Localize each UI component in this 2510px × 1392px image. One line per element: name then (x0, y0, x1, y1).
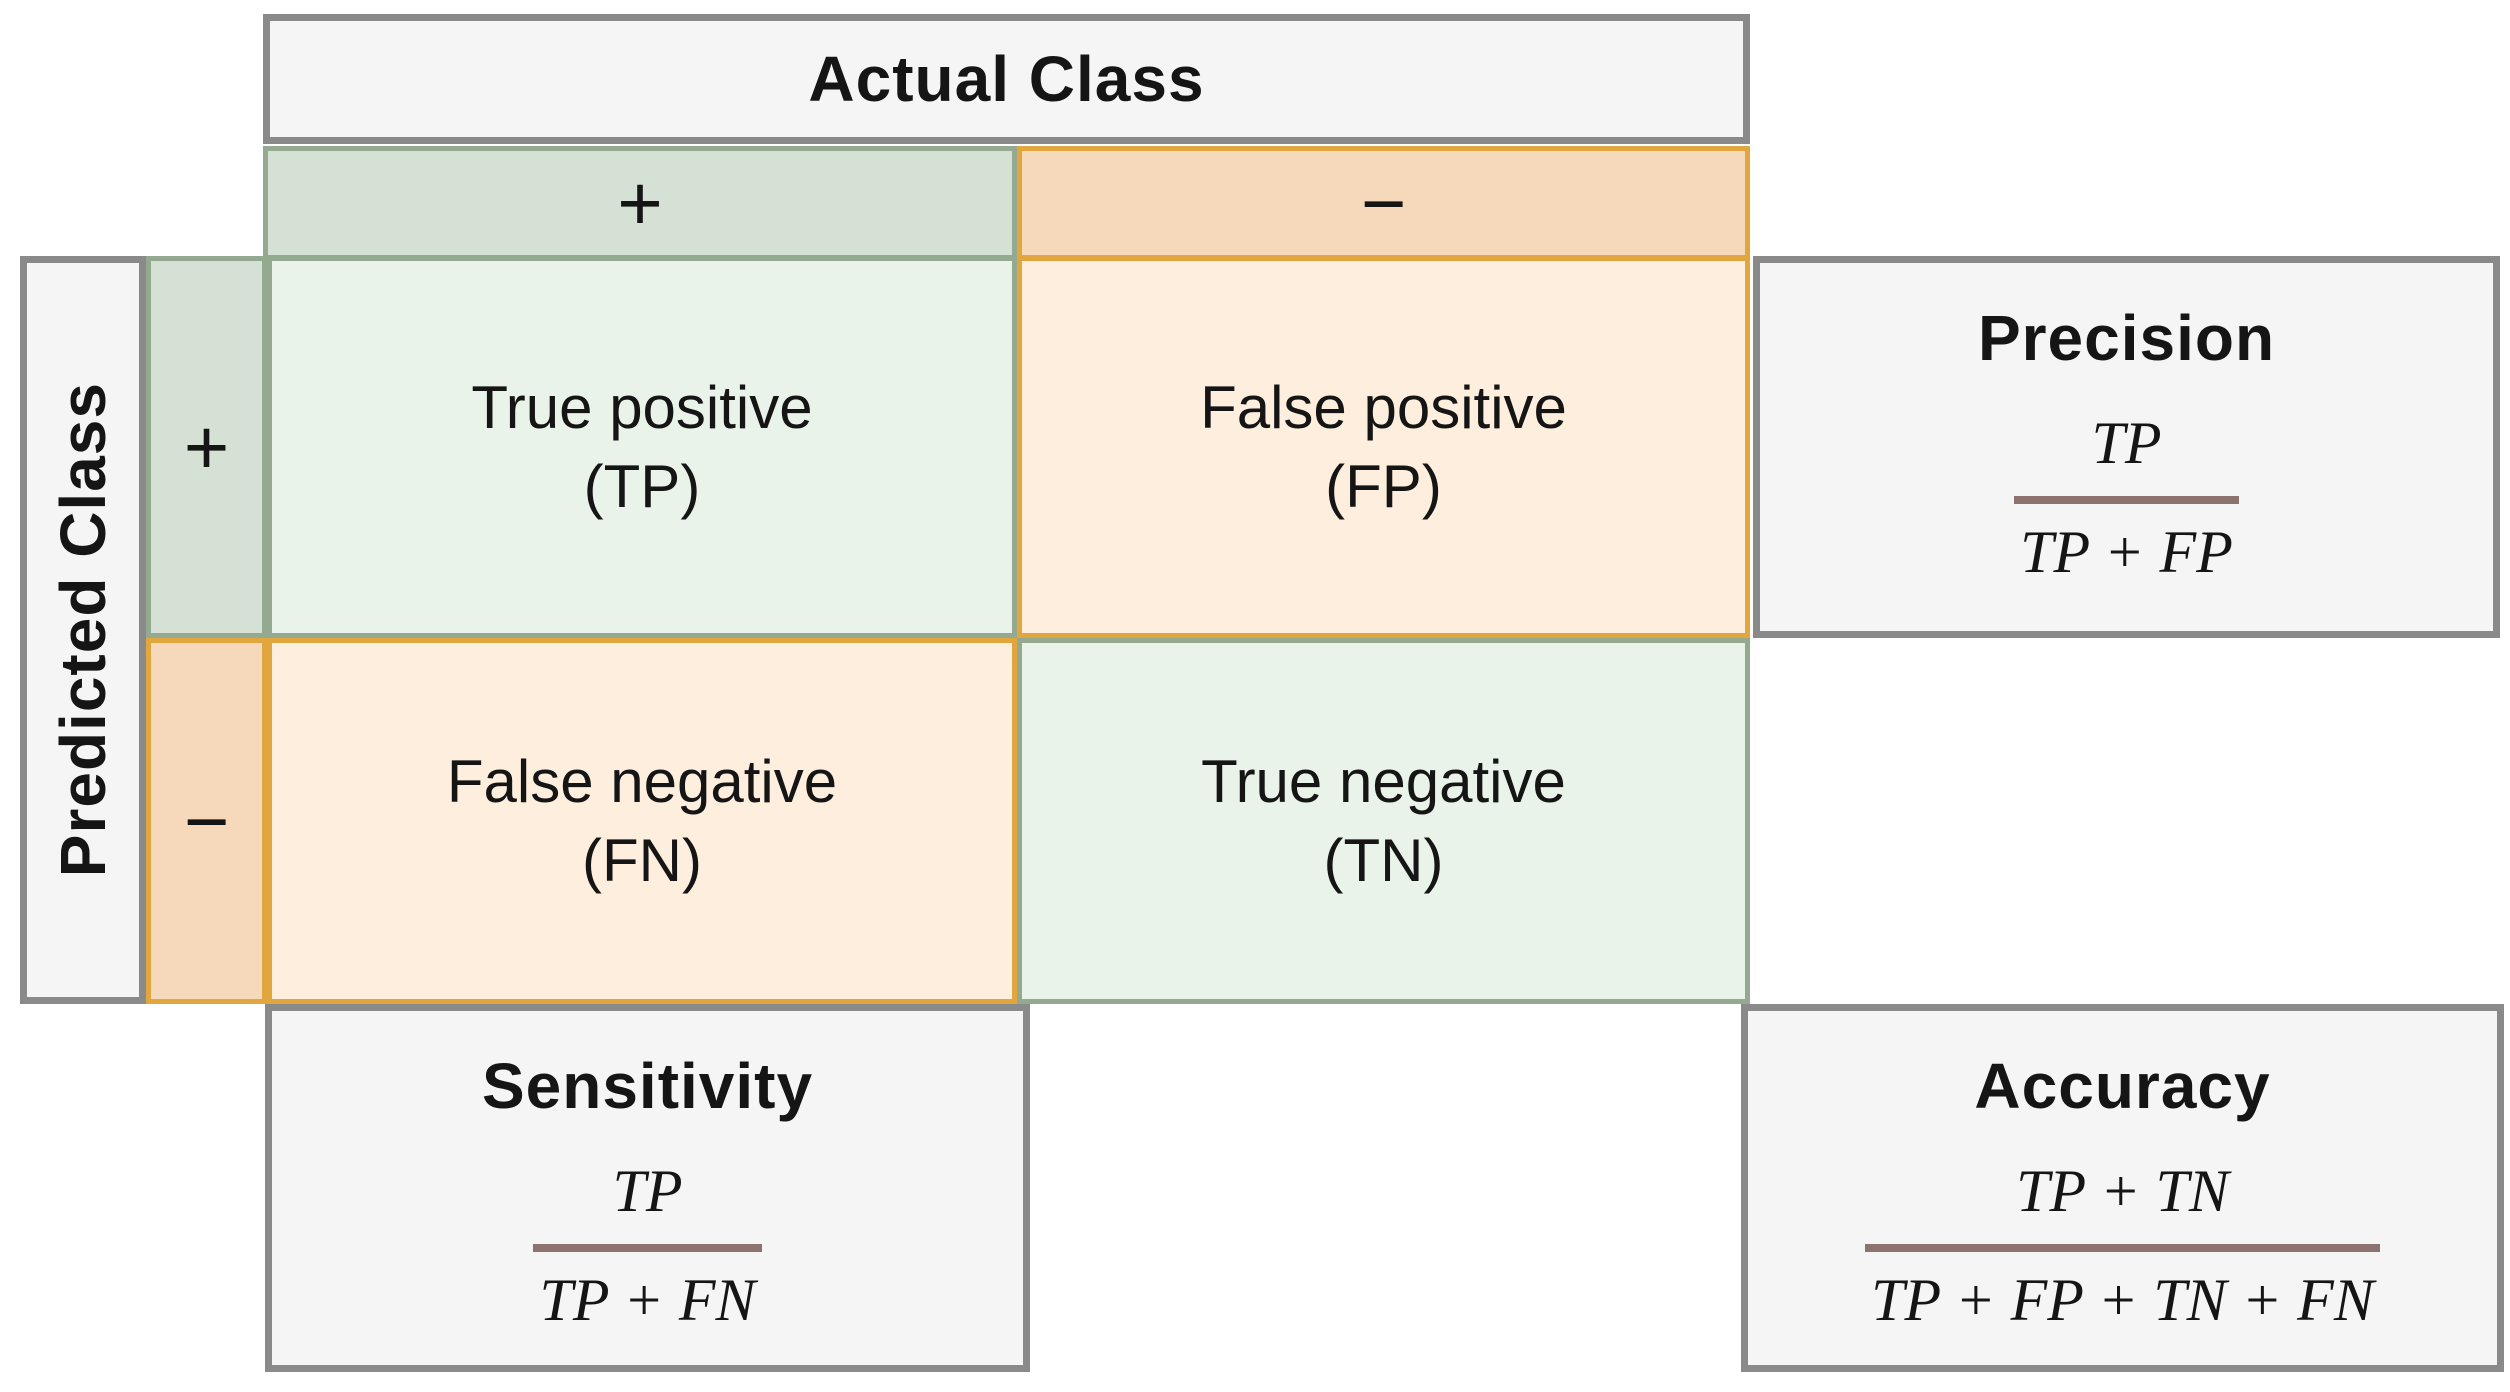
formula-denominator: TP + FN (539, 1267, 756, 1333)
formula-numerator: TP + TN (2016, 1158, 2229, 1224)
column-header-negative: − (1017, 146, 1750, 260)
fraction-bar (2014, 496, 2239, 504)
minus-sign: − (1360, 159, 1407, 247)
cell-label-line1: False negative (446, 747, 838, 815)
actual-class-header: Actual Class (263, 14, 1750, 144)
fraction-bar (1865, 1244, 2380, 1252)
actual-class-label: Actual Class (808, 43, 1205, 115)
plus-sign: + (183, 403, 230, 491)
row-header-positive: + (146, 256, 267, 638)
formula-numerator: TP (2091, 410, 2162, 476)
cell-true-negative-label: True negative (TN) (1201, 742, 1566, 900)
formula-numerator: TP (612, 1158, 683, 1224)
cell-label-line2: (TN) (1323, 827, 1444, 894)
predicted-class-header: Predicted Class (20, 256, 146, 1004)
sensitivity-box: Sensitivity TP TP + FN (265, 1004, 1030, 1372)
precision-title: Precision (1977, 302, 2276, 374)
sensitivity-title: Sensitivity (481, 1050, 814, 1122)
predicted-class-label: Predicted Class (47, 382, 119, 878)
cell-label-line2: (FP) (1325, 453, 1442, 520)
fraction-bar (533, 1244, 762, 1252)
cell-label-line2: (FN) (582, 827, 702, 894)
formula-denominator: TP + FP (2020, 519, 2233, 585)
cell-label-line2: (TP) (583, 453, 701, 520)
cell-true-positive-label: True positive (TP) (471, 368, 812, 526)
accuracy-formula: TP + TN TP + FP + TN + FN (1865, 1157, 2380, 1335)
cell-false-positive: False positive (FP) (1017, 256, 1750, 638)
minus-sign: − (183, 777, 230, 865)
cell-label-line1: True positive (471, 373, 813, 441)
column-header-positive: + (263, 146, 1017, 260)
cell-label-line1: False positive (1200, 373, 1567, 441)
cell-false-negative-label: False negative (FN) (447, 742, 837, 900)
cell-true-negative: True negative (TN) (1017, 638, 1750, 1004)
precision-box: Precision TP TP + FP (1753, 256, 2500, 638)
cell-false-positive-label: False positive (FP) (1200, 368, 1567, 526)
cell-label-line1: True negative (1201, 747, 1566, 815)
accuracy-title: Accuracy (1974, 1050, 2271, 1122)
plus-sign: + (617, 159, 663, 247)
formula-denominator: TP + FP + TN + FN (1871, 1267, 2374, 1333)
accuracy-box: Accuracy TP + TN TP + FP + TN + FN (1741, 1004, 2504, 1372)
cell-true-positive: True positive (TP) (267, 256, 1017, 638)
cell-false-negative: False negative (FN) (267, 638, 1017, 1004)
precision-formula: TP TP + FP (2014, 409, 2239, 587)
row-header-negative: − (146, 638, 267, 1004)
sensitivity-formula: TP TP + FN (533, 1157, 762, 1335)
